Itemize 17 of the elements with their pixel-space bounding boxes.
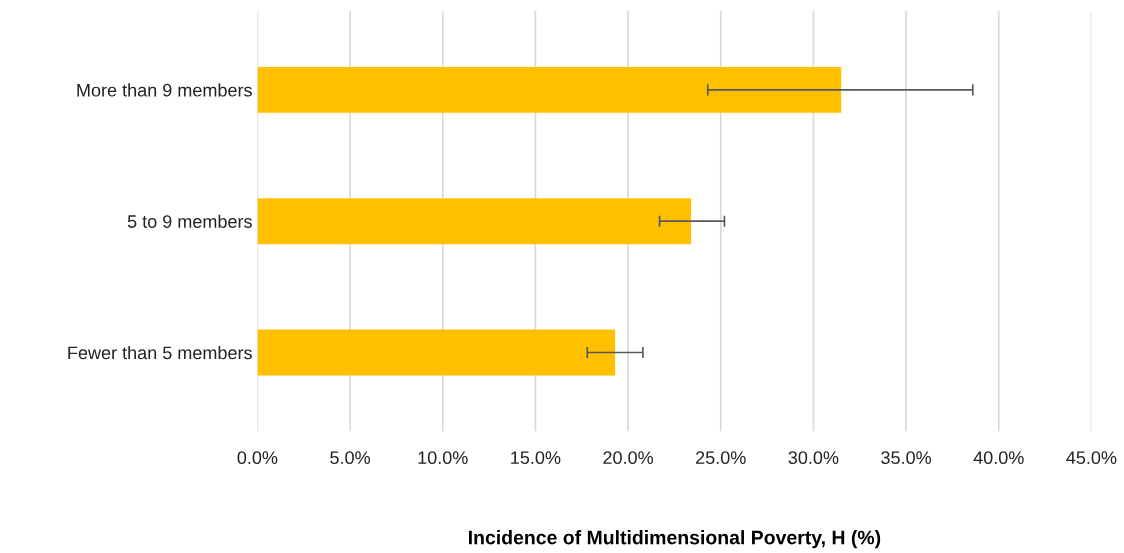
x-tick-label: 35.0%	[881, 451, 932, 465]
bar	[257, 66, 842, 113]
y-tick-label: More than 9 members	[77, 83, 252, 97]
bar	[257, 198, 692, 245]
bar	[257, 329, 616, 376]
x-tick-label: 10.0%	[418, 451, 468, 465]
x-tick-label: 20.0%	[603, 451, 654, 465]
x-tick-label: 0.0%	[237, 451, 278, 465]
x-tick-label: 15.0%	[511, 451, 561, 465]
x-tick-label: 40.0%	[973, 451, 1024, 465]
x-tick-label: 25.0%	[696, 451, 746, 465]
x-tick-label: 45.0%	[1066, 451, 1117, 465]
x-axis-title: Incidence of Multidimensional Poverty, H (%)	[468, 530, 881, 549]
x-tick-label: 5.0%	[330, 451, 370, 465]
y-tick-label: 5 to 9 members	[127, 214, 252, 228]
x-tick-label: 30.0%	[788, 451, 839, 465]
y-tick-label: Fewer than 5 members	[68, 346, 252, 360]
